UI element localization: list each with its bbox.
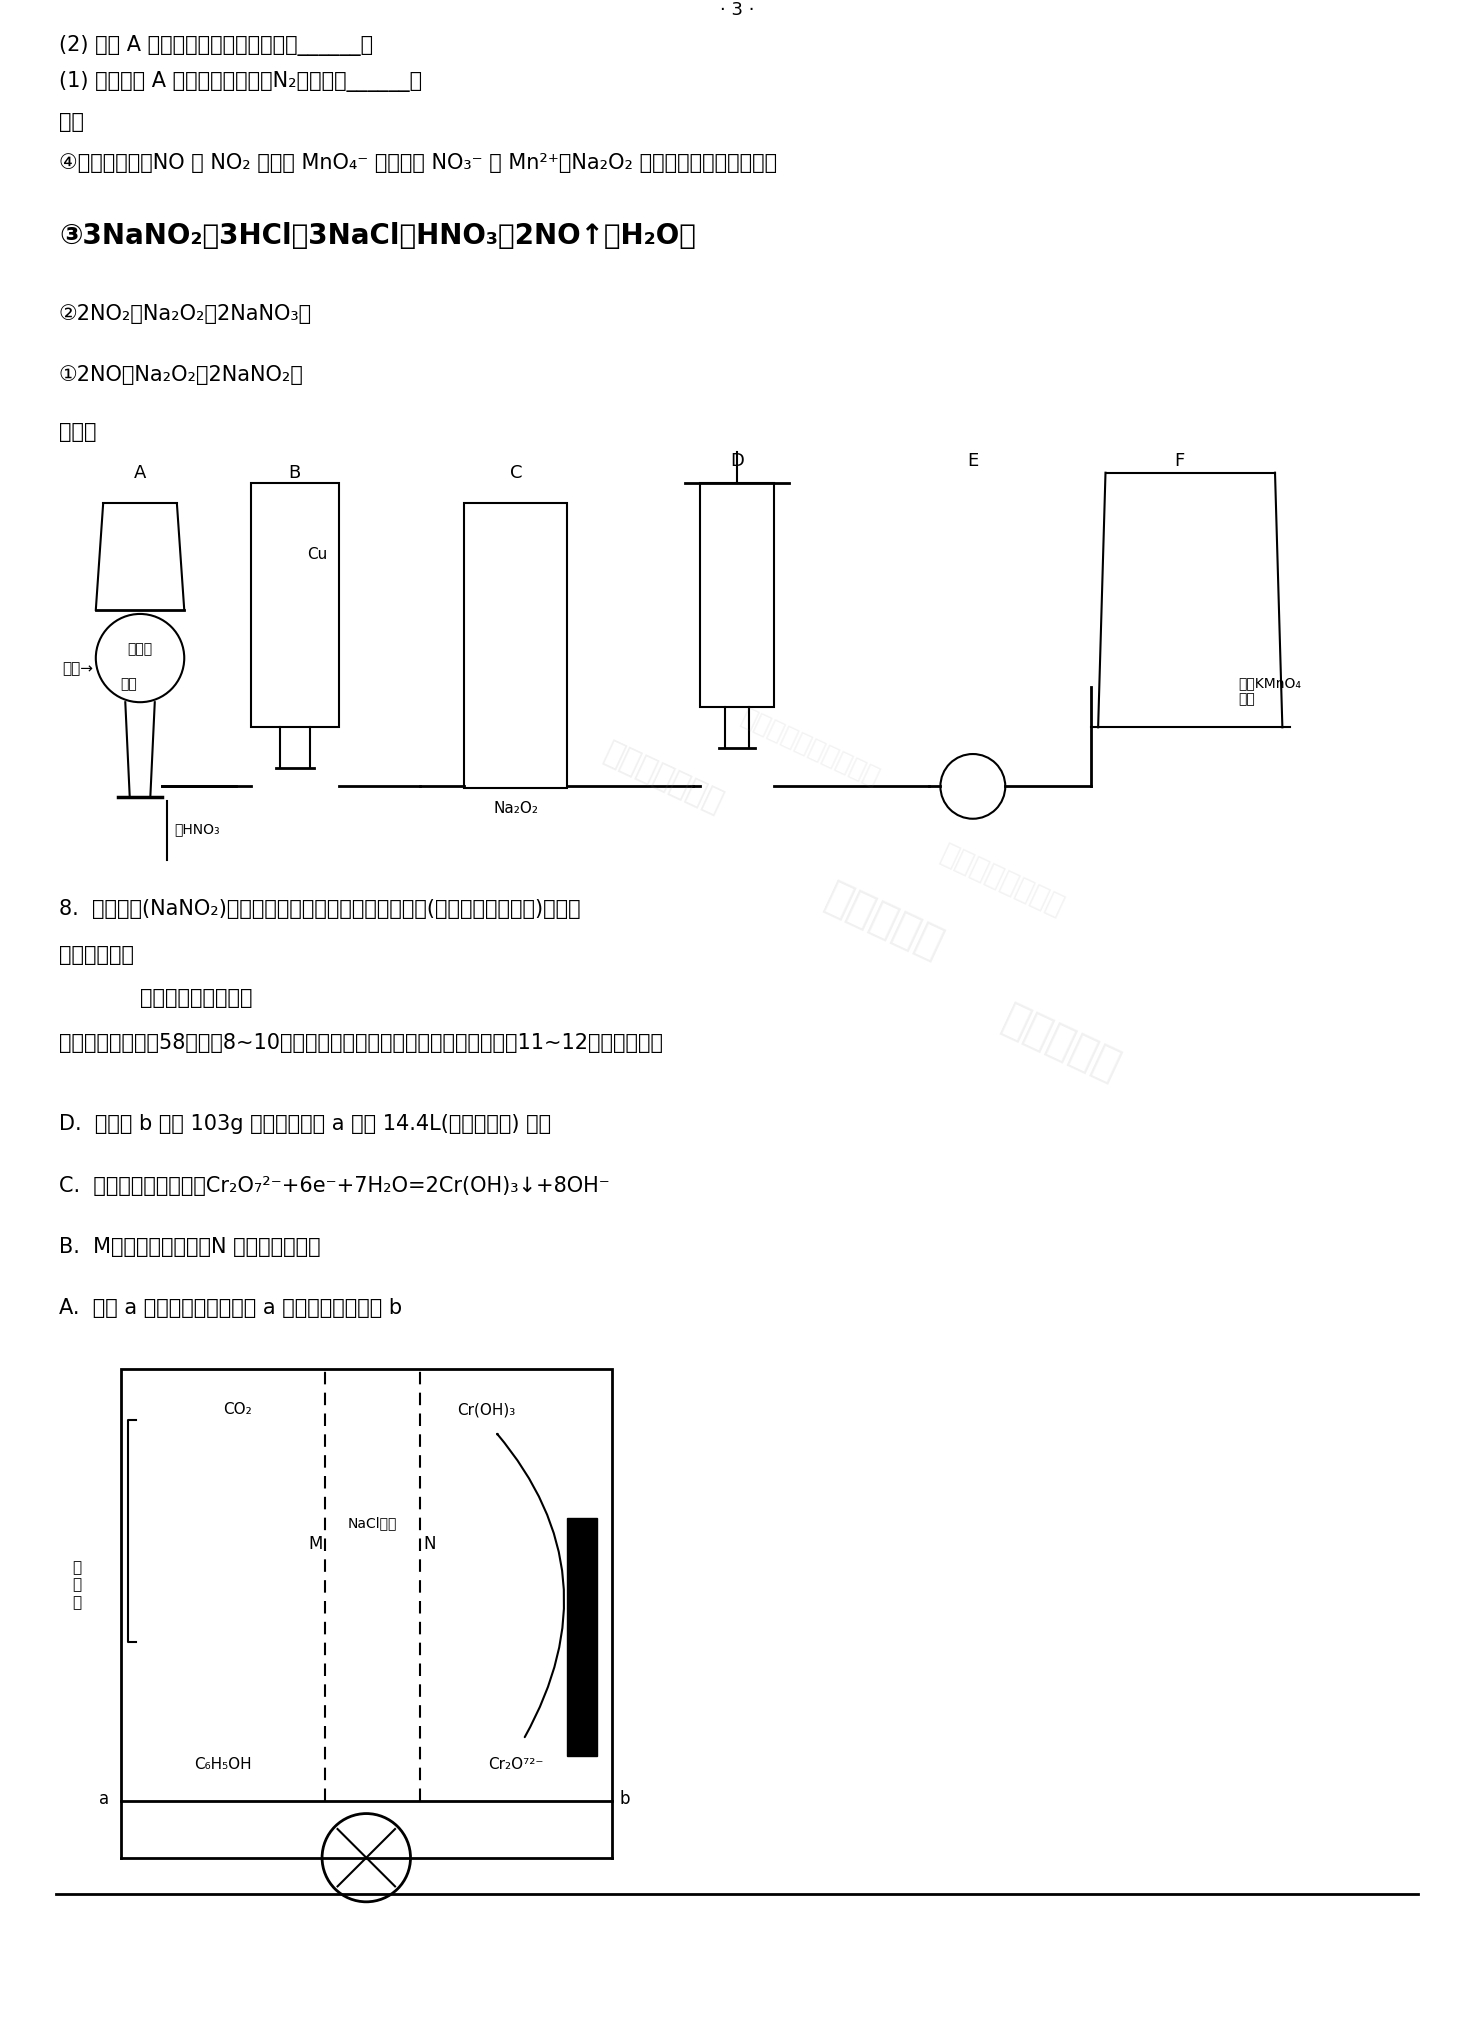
Text: (2) 装置 A 中发生反应的化学方程式为______；: (2) 装置 A 中发生反应的化学方程式为______；	[59, 35, 373, 55]
Text: ④酸性条件下，NO 和 NO₂ 都能与 MnO₄⁻ 反应生成 NO₃⁻ 和 Mn²⁺；Na₂O₂ 能使酸性高锰酸钾溶液褪: ④酸性条件下，NO 和 NO₂ 都能与 MnO₄⁻ 反应生成 NO₃⁻ 和 Mn…	[59, 153, 777, 173]
Text: 高考早知道: 高考早知道	[820, 876, 949, 965]
Text: 已知：: 已知：	[59, 422, 96, 443]
Text: （一）必考题: （一）必考题	[59, 945, 134, 965]
FancyArrowPatch shape	[497, 1435, 565, 1737]
Text: 第一时间获取最新资讯: 第一时间获取最新资讯	[737, 704, 884, 790]
Text: Cr₂O⁷²⁻: Cr₂O⁷²⁻	[488, 1757, 544, 1772]
Text: CO₂: CO₂	[223, 1402, 252, 1416]
Text: ②2NO₂＋Na₂O₂＝2NaNO₃；: ②2NO₂＋Na₂O₂＝2NaNO₃；	[59, 304, 312, 325]
Text: A: A	[134, 463, 146, 482]
Text: 浓HNO₃: 浓HNO₃	[174, 823, 220, 837]
Text: B: B	[289, 463, 301, 482]
Bar	[251, 484, 339, 727]
Text: 三、非选择题：共58分，第8~10题为必考题，每个试题考生都必须作答。第11~12题为选考题，: 三、非选择题：共58分，第8~10题为必考题，每个试题考生都必须作答。第11~1…	[59, 1033, 663, 1053]
Bar	[121, 1370, 612, 1800]
Bar	[464, 504, 567, 788]
Text: 微
生
物: 微 生 物	[72, 1559, 81, 1610]
Bar	[700, 484, 774, 706]
Text: 酸性KMnO₄
溶液: 酸性KMnO₄ 溶液	[1238, 676, 1302, 706]
Text: 色。: 色。	[59, 112, 84, 133]
Text: D.  当电极 b 产生 103g 沉淀时，电极 a 产生 14.4L(标准状况下) 气体: D. 当电极 b 产生 103g 沉淀时，电极 a 产生 14.4L(标准状况下…	[59, 1114, 551, 1135]
Text: a: a	[99, 1790, 109, 1808]
Text: A.  电极 a 为负极，电子从电极 a 经过导线流向电极 b: A. 电极 a 为负极，电子从电极 a 经过导线流向电极 b	[59, 1298, 402, 1318]
Text: 高考早知道: 高考早知道	[996, 998, 1126, 1088]
Text: 稀硫酸: 稀硫酸	[127, 643, 153, 657]
Text: 微信搜索小程序: 微信搜索小程序	[600, 739, 727, 818]
Text: F: F	[1175, 453, 1184, 469]
Text: (1) 加热装置 A 前，先通一段时间N₂，目的是______；: (1) 加热装置 A 前，先通一段时间N₂，目的是______；	[59, 71, 422, 92]
Text: NaCl溶液: NaCl溶液	[348, 1516, 397, 1531]
Text: 木炭: 木炭	[119, 678, 137, 692]
Text: ①2NO＋Na₂O₂＝2NaNO₂；: ①2NO＋Na₂O₂＝2NaNO₂；	[59, 365, 304, 386]
Text: b: b	[619, 1790, 629, 1808]
Text: N: N	[423, 1535, 435, 1553]
Text: C₆H₅OH: C₆H₅OH	[195, 1757, 252, 1772]
Text: 8.  亚硝酸钠(NaNO₂)是一种工业盐，实验室可用如图装置(略去部分夹持仪器)制备。: 8. 亚硝酸钠(NaNO₂)是一种工业盐，实验室可用如图装置(略去部分夹持仪器)…	[59, 898, 581, 918]
Text: ③3NaNO₂＋3HCl＝3NaCl＋HNO₃＋2NO↑＋H₂O；: ③3NaNO₂＋3HCl＝3NaCl＋HNO₃＋2NO↑＋H₂O；	[59, 222, 696, 251]
Bar	[567, 1519, 597, 1755]
Text: B.  M为阴离子交换膜，N 为阳离子交换膜: B. M为阴离子交换膜，N 为阳离子交换膜	[59, 1237, 320, 1257]
Text: C: C	[510, 463, 522, 482]
Text: 氨气→: 氨气→	[62, 661, 93, 676]
Text: E: E	[967, 453, 979, 469]
Text: Cr(OH)₃: Cr(OH)₃	[457, 1402, 516, 1416]
Text: 搜索获取最新资讯: 搜索获取最新资讯	[936, 839, 1069, 920]
Text: D: D	[730, 453, 744, 469]
Text: Cu: Cu	[307, 547, 327, 561]
Text: Na₂O₂: Na₂O₂	[494, 802, 538, 816]
Text: · 3 ·: · 3 ·	[719, 2, 755, 20]
Text: M: M	[308, 1535, 323, 1553]
Text: 考生根据要求作答。: 考生根据要求作答。	[140, 988, 252, 1008]
Text: C.  正极的电极反应式为Cr₂O₇²⁻+6e⁻+7H₂O=2Cr(OH)₃↓+8OH⁻: C. 正极的电极反应式为Cr₂O₇²⁻+6e⁻+7H₂O=2Cr(OH)₃↓+8…	[59, 1176, 610, 1196]
